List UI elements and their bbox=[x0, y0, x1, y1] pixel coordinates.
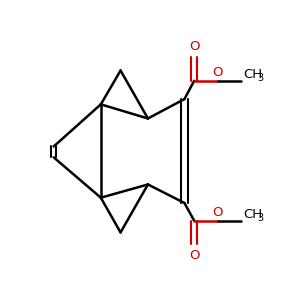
Text: 3: 3 bbox=[257, 74, 263, 83]
Text: 3: 3 bbox=[257, 213, 263, 223]
Text: CH: CH bbox=[243, 68, 262, 81]
Text: O: O bbox=[212, 66, 223, 79]
Text: O: O bbox=[189, 249, 200, 262]
Text: CH: CH bbox=[243, 208, 262, 221]
Text: O: O bbox=[212, 206, 223, 219]
Text: O: O bbox=[189, 40, 200, 53]
